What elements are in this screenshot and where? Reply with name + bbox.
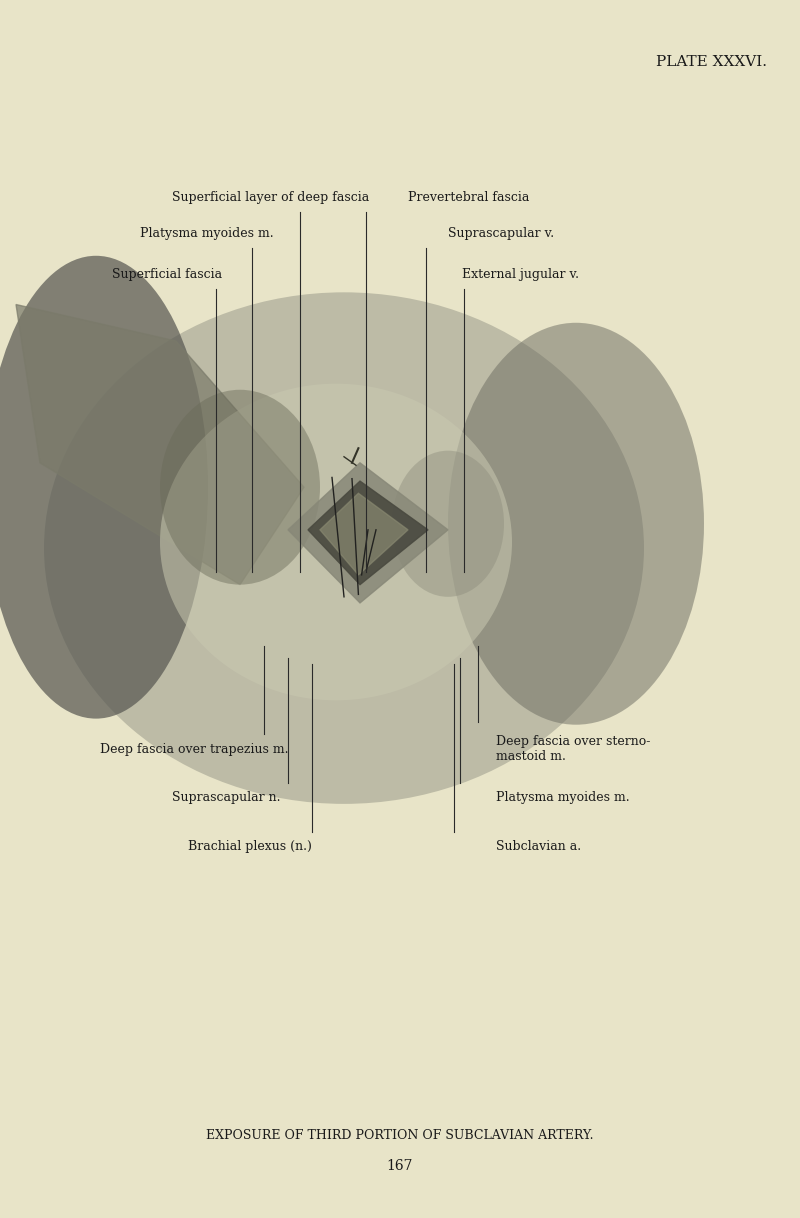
Text: EXPOSURE OF THIRD PORTION OF SUBCLAVIAN ARTERY.: EXPOSURE OF THIRD PORTION OF SUBCLAVIAN … [206, 1129, 594, 1141]
Text: Subclavian a.: Subclavian a. [496, 840, 581, 853]
Text: Brachial plexus (n.): Brachial plexus (n.) [188, 840, 312, 853]
Ellipse shape [160, 384, 512, 700]
Ellipse shape [160, 390, 320, 585]
Ellipse shape [392, 451, 504, 597]
Text: Superficial layer of deep fascia: Superficial layer of deep fascia [172, 191, 370, 203]
Text: Superficial fascia: Superficial fascia [112, 268, 222, 280]
Text: Suprascapular n.: Suprascapular n. [172, 792, 281, 804]
Polygon shape [288, 463, 448, 603]
Text: External jugular v.: External jugular v. [462, 268, 579, 280]
Text: PLATE XXXVI.: PLATE XXXVI. [656, 55, 767, 68]
Text: Prevertebral fascia: Prevertebral fascia [408, 191, 530, 203]
Text: Platysma myoides m.: Platysma myoides m. [496, 792, 630, 804]
Ellipse shape [448, 323, 704, 725]
Polygon shape [16, 304, 304, 585]
Polygon shape [320, 493, 408, 575]
Polygon shape [308, 481, 428, 585]
Ellipse shape [0, 256, 208, 719]
Ellipse shape [44, 292, 644, 804]
Text: 167: 167 [386, 1158, 414, 1173]
Text: Deep fascia over trapezius m.: Deep fascia over trapezius m. [100, 743, 289, 755]
Text: Platysma myoides m.: Platysma myoides m. [140, 228, 274, 240]
Text: Deep fascia over sterno-
mastoid m.: Deep fascia over sterno- mastoid m. [496, 736, 650, 762]
Text: Suprascapular v.: Suprascapular v. [448, 228, 554, 240]
